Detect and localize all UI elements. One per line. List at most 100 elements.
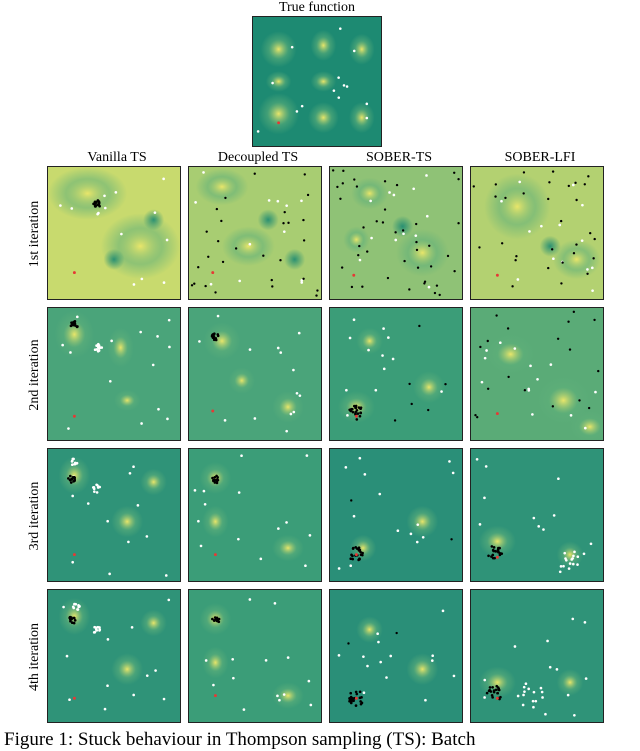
batch-cluster-point [351,547,355,550]
sober-lfi-iteration-1-panel [470,166,604,300]
decoupled-ts-iteration-3-panel [188,448,322,582]
batch-cluster-point [72,616,76,620]
surface-blob [396,229,449,277]
observed-point [369,199,372,203]
batch-point [429,265,433,268]
batch-cluster-point [72,475,76,479]
observed-point [583,426,587,430]
batch-cluster-point [92,487,96,491]
decoupled-ts-iteration-1-panel [188,166,322,300]
observed-point [583,621,587,624]
batch-point [575,198,578,202]
optimum-marker [72,696,76,700]
observed-point [103,194,106,198]
surface-blob [356,616,383,643]
batch-cluster-point [350,553,353,557]
batch-point [271,285,274,288]
optimum-marker [495,412,499,416]
batch-cluster-point [70,617,73,621]
surface-blob [349,33,375,65]
observed-point [248,348,252,351]
observed-point [71,494,75,498]
batch-point [592,257,595,260]
batch-point [410,402,413,406]
batch-cluster-point [76,325,79,328]
batch-cluster-point [354,690,358,694]
batch-cluster-point [73,479,76,482]
batch-point [450,538,453,541]
batch-cluster-point [523,690,526,693]
observed-point [412,187,416,191]
batch-cluster-point [211,617,214,621]
vanilla-ts-iteration-3-plot [48,449,180,581]
optimum-marker [354,696,358,700]
batch-cluster-point [358,690,362,694]
observed-point [282,230,286,233]
batch-cluster-point [534,699,538,703]
observed-point [402,232,405,236]
batch-cluster-point [359,550,362,554]
observed-point [546,639,549,643]
batch-point [587,406,591,410]
batch-point [567,184,570,188]
observed-point [202,489,206,493]
sober-lfi-iteration-4-plot [471,590,603,722]
batch-point [190,284,194,287]
surface-blob [272,682,304,709]
observed-point [279,351,283,354]
batch-point [416,266,420,269]
batch-cluster-point [562,564,565,568]
observed-point [441,609,445,613]
observed-point [337,96,341,99]
observed-point [285,521,288,524]
observed-point [569,413,573,417]
batch-cluster-point [576,563,579,566]
observed-point [529,364,532,368]
observed-point [292,368,295,372]
batch-cluster-point [93,490,96,493]
observed-point [305,454,309,457]
batch-cluster-point [491,695,494,699]
batch-point [479,345,482,349]
surface-blob [556,541,584,568]
batch-point [427,408,430,412]
batch-cluster-point [567,567,571,570]
observed-point [198,340,201,343]
observed-point [337,76,340,79]
surface-blob [143,209,165,231]
observed-point [106,519,109,523]
decoupled-ts-iteration-4-panel [188,589,322,723]
batch-point [401,229,405,232]
batch-point [572,252,576,255]
batch-point [207,255,210,258]
observed-point [140,277,144,281]
surface-blob [343,226,370,253]
observed-point [67,427,70,430]
batch-point [583,183,586,186]
batch-cluster-point [359,702,363,706]
optimum-marker [72,553,76,557]
observed-point [157,407,160,411]
optimum-marker [72,414,76,418]
observed-point [571,183,575,187]
column-label-decoupled-ts: Decoupled TS [217,150,299,165]
batch-point [453,269,456,273]
batch-cluster-point [490,694,494,697]
batch-point [220,219,223,223]
batch-cluster-point [491,685,494,689]
observed-point [518,180,522,184]
observed-point [483,696,486,699]
surface-blob [140,609,167,637]
sober-ts-iteration-3-panel [329,448,463,582]
observed-point [377,640,380,644]
vanilla-ts-iteration-2-panel [47,307,181,441]
observed-point [337,567,341,570]
observed-point [548,665,552,669]
batch-point [486,387,490,390]
batch-cluster-point [494,688,498,692]
observed-point [156,335,159,338]
batch-cluster-point [71,323,75,327]
observed-point [584,677,588,680]
batch-point [476,415,479,419]
observed-point [391,357,395,361]
